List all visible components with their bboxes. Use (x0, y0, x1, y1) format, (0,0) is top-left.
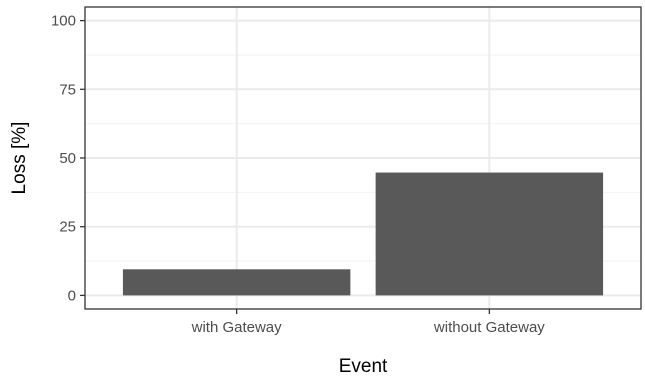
y-tick-label: 25 (59, 219, 76, 236)
y-axis: 0 25 50 75 100 (51, 13, 85, 304)
x-axis-title: Event (339, 356, 388, 377)
bar (122, 269, 351, 296)
bars (122, 172, 604, 296)
y-tick-label: 50 (59, 150, 76, 167)
y-tick-label: 0 (68, 287, 76, 304)
y-tick-label: 75 (59, 81, 76, 98)
x-axis: with Gateway without Gateway (191, 309, 545, 336)
bar (375, 172, 604, 296)
x-tick-label: without Gateway (433, 319, 545, 336)
y-tick-label: 100 (51, 13, 76, 30)
x-tick-label: with Gateway (191, 319, 283, 336)
y-axis-title: Loss [%] (9, 122, 30, 195)
